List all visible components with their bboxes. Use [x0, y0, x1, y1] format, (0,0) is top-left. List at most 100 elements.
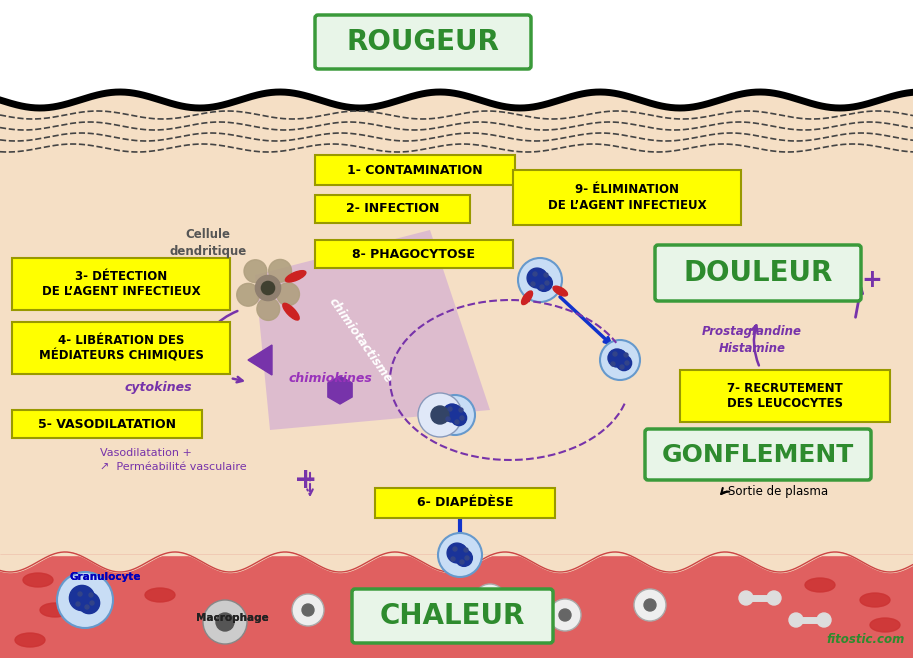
Text: 7- RECRUTEMENT
DES LEUCOCYTES: 7- RECRUTEMENT DES LEUCOCYTES	[727, 382, 843, 410]
Circle shape	[256, 276, 280, 301]
Circle shape	[79, 592, 100, 614]
Circle shape	[449, 405, 461, 417]
Text: GONFLEMENT: GONFLEMENT	[662, 442, 855, 467]
Circle shape	[89, 593, 93, 597]
Text: chimiokines: chimiokines	[289, 372, 372, 384]
Circle shape	[789, 613, 803, 627]
FancyBboxPatch shape	[315, 195, 470, 223]
Circle shape	[453, 547, 457, 551]
Circle shape	[533, 272, 537, 276]
Circle shape	[451, 411, 467, 426]
Circle shape	[77, 588, 93, 605]
Circle shape	[261, 282, 275, 295]
Circle shape	[465, 556, 469, 560]
Circle shape	[616, 355, 632, 370]
FancyBboxPatch shape	[12, 322, 230, 374]
Ellipse shape	[40, 603, 70, 617]
Circle shape	[446, 417, 450, 421]
Circle shape	[533, 269, 547, 282]
FancyBboxPatch shape	[12, 410, 202, 438]
Circle shape	[76, 602, 80, 606]
Text: 6- DIAPÉDÈSE: 6- DIAPÉDÈSE	[417, 497, 513, 509]
Text: Prostaglandine
Histamine: Prostaglandine Histamine	[702, 326, 802, 355]
Circle shape	[531, 282, 535, 286]
Circle shape	[302, 604, 314, 616]
FancyBboxPatch shape	[352, 589, 553, 643]
Text: Sortie de plasma: Sortie de plasma	[728, 486, 828, 499]
FancyBboxPatch shape	[513, 170, 741, 225]
Circle shape	[608, 349, 626, 367]
Circle shape	[90, 601, 94, 605]
Circle shape	[613, 352, 617, 356]
Text: Cellule
dendritique: Cellule dendritique	[170, 228, 247, 258]
FancyBboxPatch shape	[315, 15, 531, 69]
Circle shape	[454, 544, 467, 557]
Text: 1- CONTAMINATION: 1- CONTAMINATION	[347, 163, 483, 176]
Text: cytokines: cytokines	[124, 382, 192, 395]
Circle shape	[236, 284, 259, 306]
Circle shape	[85, 605, 89, 609]
Circle shape	[549, 599, 581, 631]
Circle shape	[767, 591, 781, 605]
Text: DOULEUR: DOULEUR	[683, 259, 833, 287]
Circle shape	[518, 258, 562, 302]
Circle shape	[431, 406, 449, 424]
Circle shape	[464, 548, 468, 552]
Circle shape	[614, 350, 626, 362]
Circle shape	[455, 420, 459, 424]
Circle shape	[418, 393, 462, 437]
Text: Granulocyte: Granulocyte	[69, 572, 141, 582]
Text: CHALEUR: CHALEUR	[380, 602, 525, 630]
Circle shape	[448, 407, 452, 411]
Circle shape	[216, 613, 234, 631]
Circle shape	[527, 268, 547, 288]
Text: chimiotactisme: chimiotactisme	[326, 295, 394, 385]
Circle shape	[447, 543, 467, 563]
FancyBboxPatch shape	[655, 245, 861, 301]
Ellipse shape	[145, 588, 175, 602]
Text: Macrophage: Macrophage	[195, 613, 268, 623]
Circle shape	[460, 416, 464, 420]
Bar	[0, 90, 913, 570]
Circle shape	[277, 283, 299, 305]
Circle shape	[625, 361, 629, 365]
Circle shape	[443, 404, 461, 422]
Circle shape	[559, 609, 571, 621]
Circle shape	[817, 613, 831, 627]
Circle shape	[438, 533, 482, 577]
Ellipse shape	[521, 291, 532, 305]
Circle shape	[459, 408, 463, 412]
Polygon shape	[255, 230, 490, 430]
Ellipse shape	[805, 578, 835, 592]
Text: 3- DÉTECTION
DE L’AGENT INFECTIEUX: 3- DÉTECTION DE L’AGENT INFECTIEUX	[42, 270, 200, 298]
Text: Granulocyte: Granulocyte	[69, 572, 141, 582]
Ellipse shape	[860, 593, 890, 607]
Ellipse shape	[23, 573, 53, 587]
Polygon shape	[248, 345, 272, 375]
Circle shape	[268, 259, 291, 282]
Circle shape	[57, 572, 113, 628]
Text: 2- INFECTION: 2- INFECTION	[346, 203, 439, 216]
Circle shape	[611, 362, 615, 366]
Polygon shape	[328, 376, 352, 404]
Ellipse shape	[15, 633, 45, 647]
FancyBboxPatch shape	[645, 429, 871, 480]
Bar	[0, 555, 913, 658]
Text: 8- PHAGOCYTOSE: 8- PHAGOCYTOSE	[352, 247, 476, 261]
Circle shape	[379, 601, 393, 615]
FancyBboxPatch shape	[315, 155, 515, 185]
Text: Vasodilatation +
↗  Perméabilité vasculaire: Vasodilatation + ↗ Perméabilité vasculai…	[100, 448, 247, 472]
Circle shape	[257, 297, 279, 320]
Circle shape	[739, 591, 753, 605]
Circle shape	[203, 600, 247, 644]
Text: +: +	[862, 268, 883, 292]
Circle shape	[474, 584, 506, 616]
Circle shape	[460, 560, 464, 564]
Circle shape	[540, 285, 544, 289]
Circle shape	[536, 274, 552, 291]
Ellipse shape	[870, 618, 900, 632]
FancyBboxPatch shape	[12, 258, 230, 310]
Ellipse shape	[283, 303, 299, 320]
Text: +: +	[294, 466, 318, 494]
FancyBboxPatch shape	[375, 488, 555, 518]
